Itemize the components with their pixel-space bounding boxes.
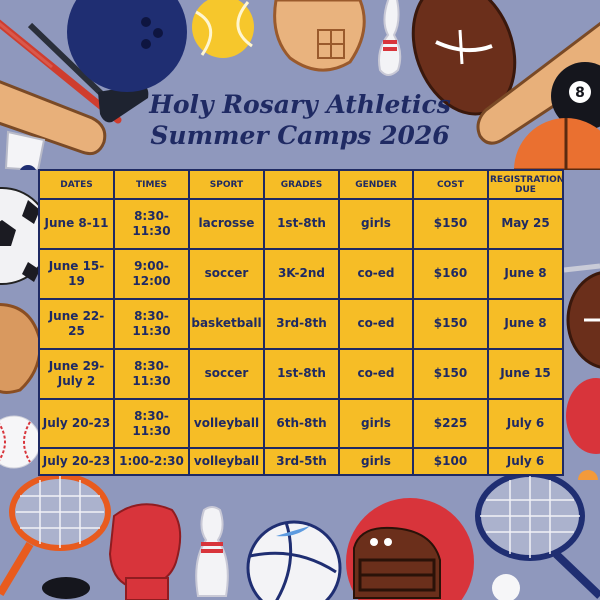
tennis-ball-icon	[192, 0, 254, 58]
registration-due-cell: June 8	[487, 247, 564, 300]
grades-cell: 3rd-8th	[263, 297, 340, 350]
table-row: July 20-23 8:30-11:30 volleyball 6th-8th…	[38, 397, 564, 450]
table-row: June 8-11 8:30-11:30 lacrosse 1st-8th gi…	[38, 198, 564, 250]
cost-cell: $150	[412, 198, 489, 250]
column-header-cost: COST	[412, 169, 489, 200]
ping-pong-paddle-icon	[566, 378, 600, 454]
boxing-glove-icon	[108, 503, 182, 600]
baseball-bat-icon	[0, 80, 107, 156]
gender-cell: co-ed	[338, 247, 414, 300]
dates-cell: June 29- July 2	[38, 347, 115, 400]
table-header-row: DATES TIMES SPORT GRADES GENDER COST REG…	[38, 169, 564, 200]
dates-cell: July 20-23	[38, 397, 115, 450]
lacrosse-stick-icon	[0, 19, 122, 124]
gender-cell: co-ed	[338, 297, 414, 350]
cost-cell: $100	[412, 447, 489, 476]
decor-right	[563, 263, 600, 480]
bowling-pin-icon	[195, 506, 229, 597]
column-header-gender: GENDER	[338, 169, 414, 200]
column-header-grades: GRADES	[263, 169, 340, 200]
ping-pong-ball-icon	[578, 470, 598, 480]
baseball-icon	[492, 574, 520, 600]
registration-due-cell: June 15	[487, 347, 564, 400]
page-title-line2: Summer Camps 2026	[150, 121, 450, 150]
registration-due-cell: June 8	[487, 297, 564, 350]
gender-cell: girls	[338, 397, 414, 450]
cost-cell: $160	[412, 247, 489, 300]
column-header-registration-due: REGISTRATION DUE	[487, 169, 564, 200]
times-cell: 8:30-11:30	[113, 347, 190, 400]
baseball-glove-icon	[0, 303, 40, 394]
table-row: July 20-23 1:00-2:30 volleyball 3rd-5th …	[38, 447, 564, 476]
column-header-dates: DATES	[38, 169, 115, 200]
sport-cell: soccer	[188, 247, 265, 300]
eight-ball-icon: 8	[551, 62, 600, 130]
decor-top: 8	[0, 0, 600, 170]
helmet-icon	[353, 526, 441, 599]
sport-cell: soccer	[188, 347, 265, 400]
column-header-sport: SPORT	[188, 169, 265, 200]
grades-cell: 3K-2nd	[263, 247, 340, 300]
basketball-icon	[514, 118, 600, 170]
times-cell: 8:30-11:30	[113, 198, 190, 250]
column-header-times: TIMES	[113, 169, 190, 200]
grades-cell: 1st-8th	[263, 198, 340, 250]
times-cell: 1:00-2:30	[113, 447, 190, 476]
grades-cell: 6th-8th	[263, 397, 340, 450]
volleyball-icon	[246, 520, 342, 600]
football-icon	[566, 271, 600, 369]
registration-due-cell: July 6	[487, 447, 564, 476]
times-cell: 8:30-11:30	[113, 397, 190, 450]
grades-cell: 3rd-5th	[263, 447, 340, 476]
dates-cell: June 22-25	[38, 297, 115, 350]
shuttlecock-icon	[4, 130, 46, 170]
baseball-icon	[0, 415, 40, 469]
bowling-pin-icon	[378, 0, 402, 76]
soccer-ball-icon	[0, 187, 40, 285]
dates-cell: July 20-23	[38, 447, 115, 476]
registration-due-cell: July 6	[487, 397, 564, 450]
decor-bottom	[0, 476, 600, 600]
gender-cell: co-ed	[338, 347, 414, 400]
hockey-puck-icon	[42, 577, 90, 599]
cost-cell: $150	[412, 297, 489, 350]
dates-cell: June 15-19	[38, 247, 115, 300]
svg-text:8: 8	[575, 85, 585, 101]
gender-cell: girls	[338, 447, 414, 476]
camp-schedule-table: DATES TIMES SPORT GRADES GENDER COST REG…	[38, 169, 564, 476]
dates-cell: June 8-11	[38, 198, 115, 250]
page-title-line1: Holy Rosary Athletics	[149, 90, 451, 119]
cost-cell: $225	[412, 397, 489, 450]
tennis-racket-icon	[475, 476, 600, 599]
decor-left	[0, 187, 40, 469]
registration-due-cell: May 25	[487, 198, 564, 250]
bowling-ball-icon	[67, 0, 187, 92]
tennis-racket-icon	[563, 263, 600, 273]
grades-cell: 1st-8th	[263, 347, 340, 400]
hockey-stick-icon	[27, 22, 149, 123]
gender-cell: girls	[338, 198, 414, 250]
sport-cell: volleyball	[188, 447, 265, 476]
cost-cell: $150	[412, 347, 489, 400]
times-cell: 8:30-11:30	[113, 297, 190, 350]
times-cell: 9:00-12:00	[113, 247, 190, 300]
sport-cell: basketball	[188, 297, 265, 350]
baseball-glove-icon	[273, 0, 366, 72]
table-row: June 22-25 8:30-11:30 basketball 3rd-8th…	[38, 297, 564, 350]
table-row: June 29- July 2 8:30-11:30 soccer 1st-8t…	[38, 347, 564, 400]
sport-cell: lacrosse	[188, 198, 265, 250]
sport-cell: volleyball	[188, 397, 265, 450]
tennis-racket-icon	[0, 476, 111, 597]
baseball-bat-icon	[476, 21, 600, 145]
table-row: June 15-19 9:00-12:00 soccer 3K-2nd co-e…	[38, 247, 564, 300]
